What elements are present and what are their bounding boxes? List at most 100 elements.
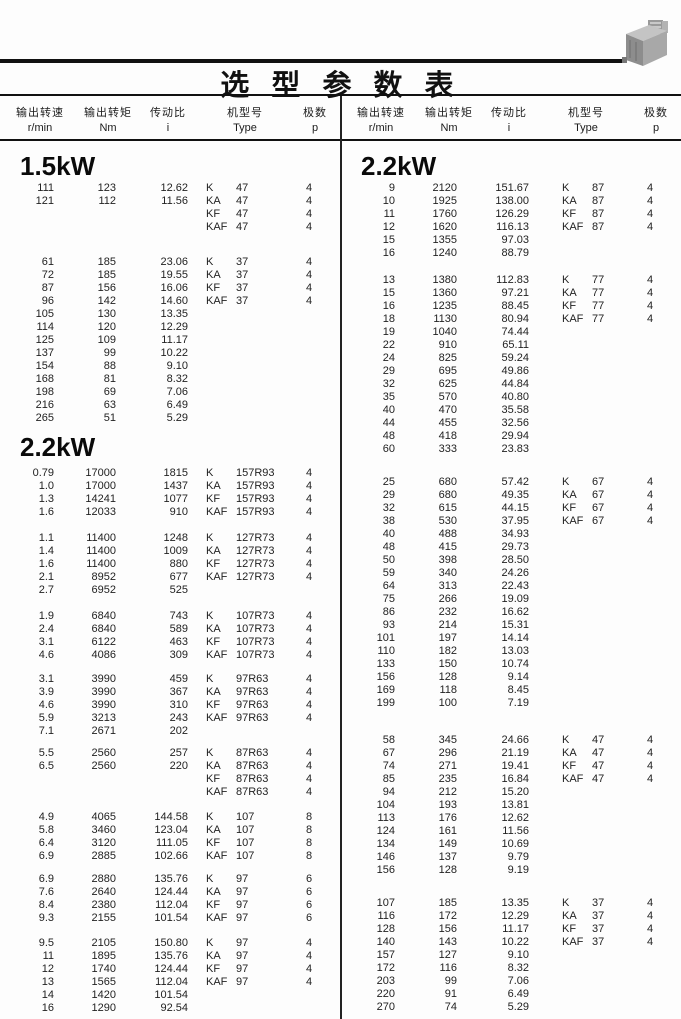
speed-cell: 133 bbox=[376, 658, 395, 670]
speed-cell: 25 bbox=[382, 476, 395, 488]
torque-cell: 185 bbox=[438, 897, 457, 909]
speed-cell: 8.4 bbox=[38, 899, 54, 911]
poles-cell: 4 bbox=[305, 208, 313, 220]
torque-cell: 63 bbox=[103, 399, 116, 411]
ratio-cell bbox=[116, 221, 188, 234]
row-group: 5.5 2560 257 K 87R63 4 6.5 2560 220 KA 87R63 4 KF 87R… bbox=[0, 747, 340, 799]
type-cell: KAF 37 bbox=[547, 936, 639, 949]
speed-cell: 59 bbox=[382, 567, 395, 579]
poles-cell bbox=[639, 825, 661, 838]
column-gap bbox=[188, 899, 206, 912]
type-cell bbox=[547, 825, 639, 838]
column-gap bbox=[188, 295, 206, 308]
type-size: 47 bbox=[236, 208, 249, 220]
table-row: 3.9 3990 367 KA 97R63 4 bbox=[0, 686, 340, 699]
column-gap bbox=[188, 256, 206, 269]
ratio-cell: 37.95 bbox=[501, 515, 529, 527]
type-prefix: K bbox=[562, 182, 570, 194]
ratio-cell: 8.32 bbox=[166, 373, 188, 385]
type-cell: KF 97 bbox=[206, 899, 298, 912]
type-size: 67 bbox=[592, 476, 605, 488]
column-gap bbox=[529, 1001, 547, 1014]
type-size: 127R73 bbox=[236, 532, 275, 544]
type-size: 37 bbox=[592, 936, 605, 948]
type-prefix: KF bbox=[206, 493, 221, 505]
type-size: 37 bbox=[236, 282, 249, 294]
column-gap bbox=[529, 838, 547, 851]
type-cell: KAF 97 bbox=[206, 976, 298, 989]
type-cell bbox=[206, 584, 298, 597]
column-gap bbox=[529, 221, 547, 234]
type-prefix: KA bbox=[206, 950, 221, 962]
column-gap bbox=[529, 554, 547, 567]
table-row: 35 570 40.80 bbox=[341, 391, 681, 404]
table-row: 104 193 13.81 bbox=[341, 799, 681, 812]
poles-cell: 4 bbox=[646, 502, 654, 514]
column-gap bbox=[529, 734, 547, 747]
type-cell bbox=[206, 1002, 298, 1015]
column-gap bbox=[188, 493, 206, 506]
column-gap bbox=[529, 897, 547, 910]
column-gap bbox=[188, 360, 206, 373]
ratio-cell: 16.06 bbox=[160, 282, 188, 294]
column-gap bbox=[188, 773, 206, 786]
table-row: 1.1 11400 1248 K 127R73 4 bbox=[0, 532, 340, 545]
type-cell bbox=[206, 321, 298, 334]
type-prefix: KAF bbox=[206, 786, 228, 798]
type-size: 67 bbox=[592, 502, 605, 514]
speed-cell: 16 bbox=[382, 300, 395, 312]
column-gap bbox=[529, 182, 547, 195]
poles-cell bbox=[639, 352, 661, 365]
column-gap bbox=[188, 558, 206, 571]
torque-cell: 3990 bbox=[91, 699, 116, 711]
ratio-cell: 29.94 bbox=[501, 430, 529, 442]
column-gap bbox=[188, 636, 206, 649]
table-row: 15 1360 97.21 KA 77 4 bbox=[341, 287, 681, 300]
speed-cell: 86 bbox=[382, 606, 395, 618]
type-prefix: K bbox=[206, 673, 214, 685]
column-gap bbox=[188, 399, 206, 412]
torque-cell: 1620 bbox=[432, 221, 457, 233]
type-size: 47 bbox=[236, 195, 249, 207]
type-cell: KA 87R63 bbox=[206, 760, 298, 773]
ratio-cell: 138.00 bbox=[495, 195, 529, 207]
torque-cell: 137 bbox=[438, 851, 457, 863]
poles-cell bbox=[639, 851, 661, 864]
row-group: 9.5 2105 150.80 K 97 4 11 1895 135.76 KA 97 4 12 1740… bbox=[0, 937, 340, 1015]
poles-cell: 4 bbox=[646, 476, 654, 488]
table-row: 156 128 9.19 bbox=[341, 864, 681, 877]
column-gap bbox=[188, 386, 206, 399]
type-cell bbox=[547, 443, 639, 456]
column-gap bbox=[529, 786, 547, 799]
table-row: 85 235 16.84 KAF 47 4 bbox=[341, 773, 681, 786]
poles-cell: 4 bbox=[305, 467, 313, 479]
poles-cell: 4 bbox=[646, 773, 654, 785]
type-prefix: K bbox=[206, 937, 214, 949]
table-row: 13 1380 112.83 K 77 4 bbox=[341, 274, 681, 287]
table-row: KAF 87R63 4 bbox=[0, 786, 340, 799]
torque-cell: 615 bbox=[438, 502, 457, 514]
type-cell bbox=[547, 365, 639, 378]
type-size: 37 bbox=[236, 295, 249, 307]
speed-cell: 15 bbox=[382, 234, 395, 246]
table-row: 6.9 2880 135.76 K 97 6 bbox=[0, 873, 340, 886]
speed-cell: 64 bbox=[382, 580, 395, 592]
table-row: 15 1355 97.03 bbox=[341, 234, 681, 247]
poles-cell bbox=[639, 391, 661, 404]
header-label: 输出转矩 bbox=[84, 107, 132, 119]
type-cell bbox=[206, 360, 298, 373]
type-prefix: K bbox=[206, 747, 214, 759]
poles-cell bbox=[639, 541, 661, 554]
row-group: 61 185 23.06 K 37 4 72 185 19.55 KA 37 4 87 156 16.06 K… bbox=[0, 256, 340, 425]
poles-cell: 4 bbox=[305, 493, 313, 505]
speed-cell: 114 bbox=[36, 321, 54, 333]
type-prefix: KA bbox=[206, 195, 221, 207]
speed-cell: 93 bbox=[382, 619, 395, 631]
torque-cell: 123 bbox=[97, 182, 116, 194]
type-cell: KF 107 bbox=[206, 837, 298, 850]
type-prefix: KF bbox=[562, 760, 577, 772]
speed-cell: 19 bbox=[382, 326, 395, 338]
table-row: 87 156 16.06 KF 37 4 bbox=[0, 282, 340, 295]
speed-cell: 18 bbox=[382, 313, 395, 325]
speed-cell: 111 bbox=[37, 182, 54, 194]
